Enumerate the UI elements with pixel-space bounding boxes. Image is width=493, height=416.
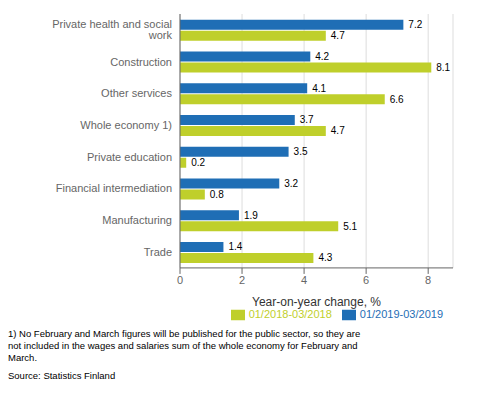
svg-text:3.7: 3.7 [300,114,314,125]
svg-text:4.7: 4.7 [331,125,345,136]
svg-text:4.2: 4.2 [315,51,329,62]
svg-text:Trade: Trade [144,246,172,258]
svg-text:0.8: 0.8 [210,189,224,200]
svg-text:5.1: 5.1 [343,221,357,232]
html-text:Source: Statistics Finland: Source: Statistics Finland [8,370,116,381]
svg-text:4.1: 4.1 [312,83,326,94]
svg-text:Private education: Private education [87,151,172,163]
svg-text:Manufacturing: Manufacturing [102,214,172,226]
svg-text:6: 6 [363,274,369,286]
svg-text:0.2: 0.2 [191,157,205,168]
svg-text:8.1: 8.1 [436,62,450,73]
html-text:1) No February and March figur: 1) No February and March figures will be… [8,328,361,339]
svg-text:3.5: 3.5 [294,146,308,157]
svg-text:8: 8 [425,274,431,286]
svg-text:Year-on-year change, %: Year-on-year change, % [252,295,381,309]
svg-text:4.7: 4.7 [331,30,345,41]
html-text:March.: March. [8,352,37,363]
svg-text:Private health and socialwork: Private health and socialwork [52,18,172,41]
svg-text:1.9: 1.9 [244,210,258,221]
html-text:not included in the wages and: not included in the wages and salaries s… [8,340,358,351]
svg-text:4.3: 4.3 [318,252,332,263]
svg-text:2: 2 [239,274,245,286]
svg-text:0: 0 [177,274,183,286]
svg-text:6.6: 6.6 [390,94,404,105]
svg-text:Financial intermediation: Financial intermediation [56,182,172,194]
html-text:01/2018-03/2018: 01/2018-03/2018 [248,307,332,320]
svg-text:7.2: 7.2 [408,19,422,30]
svg-text:Construction: Construction [110,56,172,68]
svg-text:4: 4 [301,274,307,286]
html-text:01/2019-03/2019: 01/2019-03/2019 [359,307,443,320]
svg-text:3.2: 3.2 [284,178,298,189]
svg-text:1.4: 1.4 [228,241,242,252]
svg-text:Whole economy 1): Whole economy 1) [80,119,172,131]
svg-text:Other services: Other services [101,87,172,99]
